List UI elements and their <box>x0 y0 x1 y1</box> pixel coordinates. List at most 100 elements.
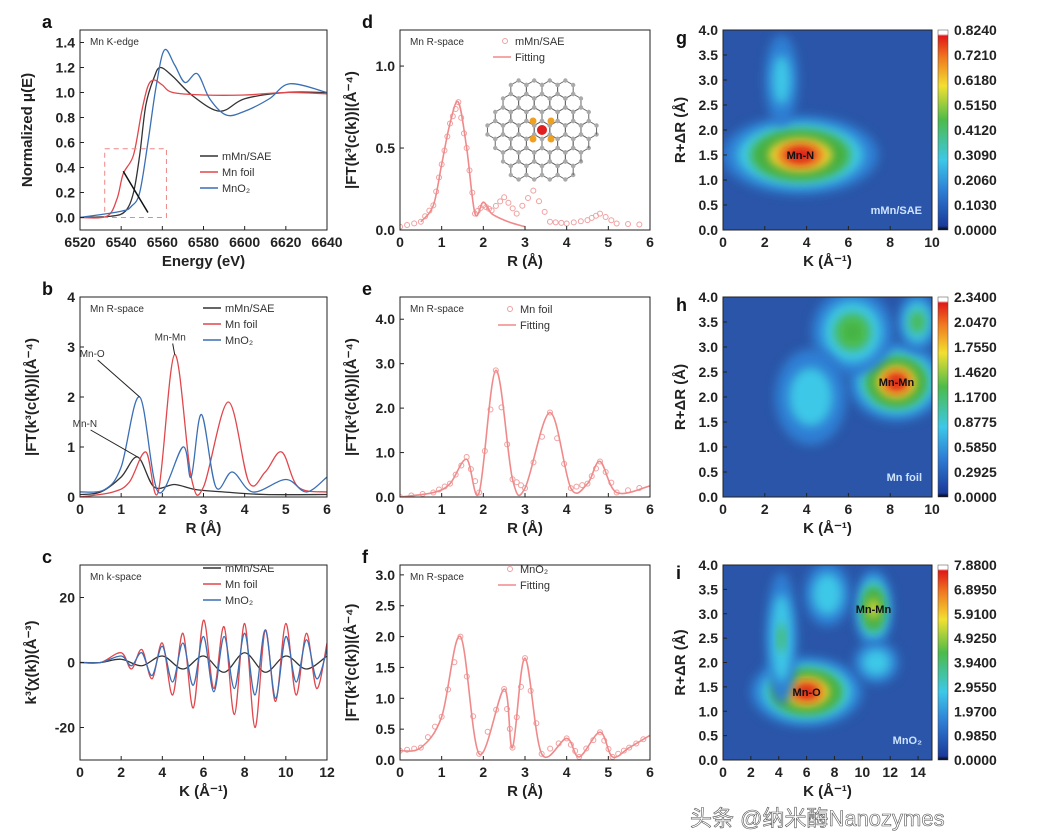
carbon-atom <box>532 177 537 182</box>
annotation: Mn R-space <box>410 37 464 48</box>
y-tick-label: 0.0 <box>699 222 719 238</box>
plot-frame <box>399 564 651 761</box>
data-point <box>513 479 520 486</box>
carbon-atom <box>570 118 576 124</box>
colorbar-tick-label: 0.0000 <box>954 752 997 768</box>
colorbar-tick-label: 0.5150 <box>954 97 997 113</box>
y-tick-label: 2.0 <box>699 389 719 405</box>
x-tick-label: 4 <box>563 234 571 250</box>
panel-letter: e <box>362 279 372 299</box>
legend-label: Mn foil <box>520 304 552 316</box>
heatmap-contour <box>812 572 843 616</box>
data-point <box>492 202 499 209</box>
series-line <box>80 66 327 219</box>
carbon-atom <box>516 132 521 137</box>
colorbar-tick-label: 3.9400 <box>954 655 997 671</box>
colorbar-tick-label: 7.8800 <box>954 557 997 573</box>
feature-label: Mn-O <box>793 687 822 699</box>
data-point <box>563 735 570 742</box>
colorbar-tick-label: 2.0470 <box>954 314 997 330</box>
y-axis-label: |FT(k³(c(k))|(Å⁻⁴) <box>343 604 360 722</box>
carbon-atom <box>555 118 560 124</box>
x-tick-label: 4 <box>775 764 783 780</box>
heatmap-contour <box>909 310 926 334</box>
colorbar-tick-label: 6.8950 <box>954 581 997 597</box>
y-tick-label: 1.2 <box>56 60 76 76</box>
carbon-atom <box>508 136 514 142</box>
legend-label: mMn/SAE <box>225 563 275 575</box>
x-tick-label: 5 <box>604 501 612 517</box>
carbon-atom <box>524 136 529 142</box>
carbon-atom <box>555 136 560 142</box>
colorbar <box>937 29 949 231</box>
panel-f: f MnO₂ Fitting Mn R-space 0 1 2 3 4 5 6 0.0 0.5 1.0 1.… <box>343 547 654 800</box>
arrow <box>122 170 149 213</box>
y-tick-label: 3.0 <box>699 339 719 355</box>
panel-letter: i <box>676 563 681 583</box>
data-point <box>417 744 424 751</box>
colorbar <box>937 564 949 761</box>
y-tick-label: 0.5 <box>699 728 719 744</box>
colorbar-tick-label: 0.2925 <box>954 464 997 480</box>
carbon-atom <box>532 159 537 164</box>
carbon-atom <box>570 145 576 151</box>
carbon-atom <box>578 123 584 128</box>
carbon-atom <box>586 136 591 142</box>
carbon-atom <box>500 96 506 101</box>
y-tick-label: 2.0 <box>376 400 396 416</box>
carbon-atom <box>563 105 568 110</box>
data-point <box>626 744 633 751</box>
carbon-atom <box>578 105 584 110</box>
x-tick-label: 1 <box>438 234 446 250</box>
data-point <box>518 482 524 489</box>
x-tick-label: 6560 <box>147 234 178 250</box>
highlight-box <box>104 148 167 218</box>
annotation: Mn R-space <box>410 304 464 315</box>
panel-letter: b <box>42 279 53 299</box>
panel-b: b mMn/SAE Mn foil MnO₂ Mn R-space Mn-Mn Mn-O Mn… <box>23 279 331 537</box>
y-tick-label: 2 <box>67 389 75 405</box>
x-tick-label: 2 <box>479 234 487 250</box>
carbon-atom <box>570 163 576 169</box>
carbon-atom <box>485 123 490 128</box>
y-tick-label: 4.0 <box>699 22 719 38</box>
carbon-atom <box>555 109 560 115</box>
colorbar-tick-label: 0.1030 <box>954 197 997 213</box>
data-point <box>522 655 528 662</box>
x-axis-label: R (Å) <box>186 520 222 537</box>
x-tick-label: 12 <box>882 764 898 780</box>
heatmap-contour <box>771 54 792 106</box>
nitrogen-atom <box>529 135 537 143</box>
feature-label: Mn-Mn <box>856 604 892 616</box>
colorbar-tick-label: 0.0000 <box>954 222 997 238</box>
y-tick-label: 1.5 <box>699 147 719 163</box>
data-point <box>525 195 531 201</box>
heatmap-contour <box>848 327 858 337</box>
data-point <box>563 220 570 227</box>
data-point <box>584 480 591 487</box>
series-line <box>80 353 327 497</box>
carbon-atom <box>524 118 529 124</box>
y-tick-label: 2.5 <box>699 630 719 646</box>
carbon-atom <box>570 91 576 97</box>
x-tick-label: 6520 <box>64 234 95 250</box>
x-tick-label: 3 <box>521 234 529 250</box>
colorbar-tick-label: 1.1700 <box>954 389 997 405</box>
carbon-atom <box>516 105 521 110</box>
series-line <box>80 79 327 219</box>
carbon-atom <box>547 105 552 110</box>
carbon-atom <box>524 172 529 178</box>
legend-label: Mn foil <box>225 579 257 591</box>
data-point <box>567 485 574 492</box>
y-tick-label: 1 <box>67 439 75 455</box>
y-tick-label: 1.0 <box>56 85 76 101</box>
x-tick-label: 6 <box>845 234 853 250</box>
data-point <box>417 218 424 225</box>
y-tick-label: 1.5 <box>376 659 396 675</box>
y-axis-label: k³(χ(k))(Å⁻³) <box>23 620 40 704</box>
colorbar-tick-label: 1.7550 <box>954 339 997 355</box>
legend-label: mMn/SAE <box>222 151 272 163</box>
carbon-atom <box>563 123 568 128</box>
y-tick-label: 3.0 <box>376 356 396 372</box>
y-tick-label: 0 <box>67 655 75 671</box>
